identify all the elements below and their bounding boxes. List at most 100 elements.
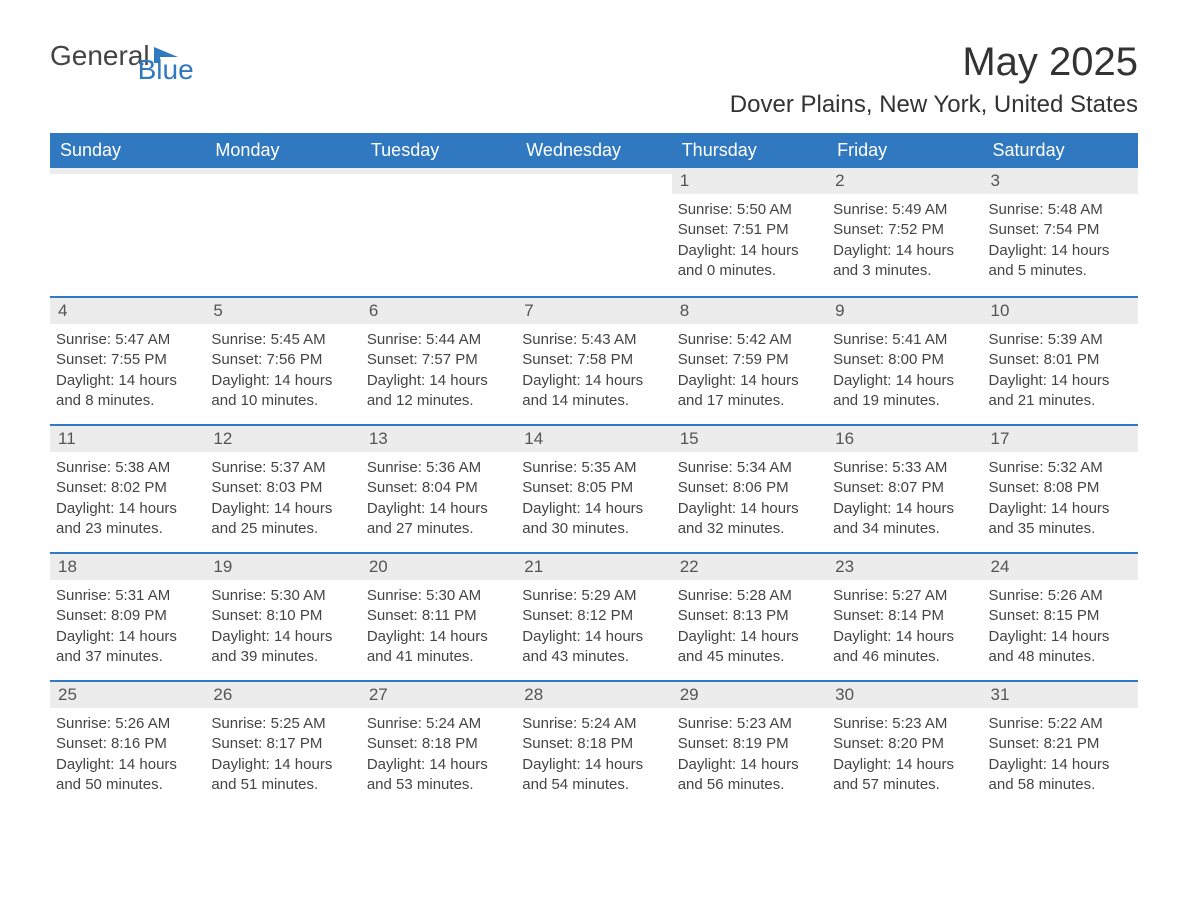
sunrise-text: Sunrise: 5:47 AM — [56, 330, 199, 350]
daylight-text-1: Daylight: 14 hours — [678, 755, 821, 775]
sunset-text: Sunset: 8:19 PM — [678, 734, 821, 754]
day-number: 7 — [516, 296, 671, 324]
week-row: 1Sunrise: 5:50 AMSunset: 7:51 PMDaylight… — [50, 168, 1138, 296]
day-cell: 6Sunrise: 5:44 AMSunset: 7:57 PMDaylight… — [361, 296, 516, 424]
day-cell: 15Sunrise: 5:34 AMSunset: 8:06 PMDayligh… — [672, 424, 827, 552]
daylight-text-1: Daylight: 14 hours — [211, 499, 354, 519]
day-cell: 11Sunrise: 5:38 AMSunset: 8:02 PMDayligh… — [50, 424, 205, 552]
sunset-text: Sunset: 7:59 PM — [678, 350, 821, 370]
day-number: 19 — [205, 552, 360, 580]
daylight-text-1: Daylight: 14 hours — [367, 371, 510, 391]
day-cell: 7Sunrise: 5:43 AMSunset: 7:58 PMDaylight… — [516, 296, 671, 424]
sunset-text: Sunset: 8:02 PM — [56, 478, 199, 498]
daylight-text-1: Daylight: 14 hours — [367, 627, 510, 647]
sunrise-text: Sunrise: 5:24 AM — [367, 714, 510, 734]
day-cell: 16Sunrise: 5:33 AMSunset: 8:07 PMDayligh… — [827, 424, 982, 552]
day-cell: 17Sunrise: 5:32 AMSunset: 8:08 PMDayligh… — [983, 424, 1138, 552]
daylight-text-2: and 12 minutes. — [367, 391, 510, 411]
sunrise-text: Sunrise: 5:33 AM — [833, 458, 976, 478]
sunset-text: Sunset: 8:21 PM — [989, 734, 1132, 754]
day-cell: 3Sunrise: 5:48 AMSunset: 7:54 PMDaylight… — [983, 168, 1138, 296]
daylight-text-1: Daylight: 14 hours — [833, 241, 976, 261]
sunset-text: Sunset: 8:06 PM — [678, 478, 821, 498]
daylight-text-2: and 32 minutes. — [678, 519, 821, 539]
daylight-text-2: and 34 minutes. — [833, 519, 976, 539]
day-cell: 26Sunrise: 5:25 AMSunset: 8:17 PMDayligh… — [205, 680, 360, 808]
daylight-text-1: Daylight: 14 hours — [989, 755, 1132, 775]
daylight-text-1: Daylight: 14 hours — [989, 241, 1132, 261]
sunrise-text: Sunrise: 5:30 AM — [211, 586, 354, 606]
day-details: Sunrise: 5:42 AMSunset: 7:59 PMDaylight:… — [672, 324, 827, 415]
week-row: 11Sunrise: 5:38 AMSunset: 8:02 PMDayligh… — [50, 424, 1138, 552]
daylight-text-1: Daylight: 14 hours — [522, 499, 665, 519]
day-details: Sunrise: 5:24 AMSunset: 8:18 PMDaylight:… — [516, 708, 671, 799]
daylight-text-2: and 45 minutes. — [678, 647, 821, 667]
daylight-text-1: Daylight: 14 hours — [367, 755, 510, 775]
daylight-text-2: and 35 minutes. — [989, 519, 1132, 539]
sunrise-text: Sunrise: 5:34 AM — [678, 458, 821, 478]
daylight-text-2: and 25 minutes. — [211, 519, 354, 539]
day-number: 25 — [50, 680, 205, 708]
sunrise-text: Sunrise: 5:43 AM — [522, 330, 665, 350]
sunset-text: Sunset: 8:01 PM — [989, 350, 1132, 370]
day-number: 10 — [983, 296, 1138, 324]
daylight-text-2: and 19 minutes. — [833, 391, 976, 411]
month-title: May 2025 — [962, 40, 1138, 85]
day-cell — [50, 168, 205, 296]
sunset-text: Sunset: 8:11 PM — [367, 606, 510, 626]
day-details: Sunrise: 5:23 AMSunset: 8:20 PMDaylight:… — [827, 708, 982, 799]
day-number: 5 — [205, 296, 360, 324]
day-cell: 29 Sunrise: 5:23 AMSunset: 8:19 PMDayligh… — [672, 680, 827, 808]
sunset-text: Sunset: 8:09 PM — [56, 606, 199, 626]
day-details: Sunrise: 5:25 AMSunset: 8:17 PMDaylight:… — [205, 708, 360, 799]
day-details: Sunrise: 5:27 AMSunset: 8:14 PMDaylight:… — [827, 580, 982, 671]
daylight-text-1: Daylight: 14 hours — [989, 499, 1132, 519]
location-title: Dover Plains, New York, United States — [50, 91, 1138, 119]
day-details: Sunrise: 5:45 AMSunset: 7:56 PMDaylight:… — [205, 324, 360, 415]
day-number: 31 — [983, 680, 1138, 708]
sunrise-text: Sunrise: 5:45 AM — [211, 330, 354, 350]
day-cell — [516, 168, 671, 296]
day-cell: 19Sunrise: 5:30 AMSunset: 8:10 PMDayligh… — [205, 552, 360, 680]
sunset-text: Sunset: 8:13 PM — [678, 606, 821, 626]
day-number — [205, 168, 360, 174]
day-number: 17 — [983, 424, 1138, 452]
weekday-header: Friday — [827, 133, 982, 168]
week-row: 18Sunrise: 5:31 AMSunset: 8:09 PMDayligh… — [50, 552, 1138, 680]
daylight-text-1: Daylight: 14 hours — [211, 627, 354, 647]
day-number: 13 — [361, 424, 516, 452]
sunset-text: Sunset: 8:07 PM — [833, 478, 976, 498]
day-number: 4 — [50, 296, 205, 324]
daylight-text-1: Daylight: 14 hours — [678, 371, 821, 391]
day-cell: 1Sunrise: 5:50 AMSunset: 7:51 PMDaylight… — [672, 168, 827, 296]
day-cell: 18Sunrise: 5:31 AMSunset: 8:09 PMDayligh… — [50, 552, 205, 680]
day-cell: 22Sunrise: 5:28 AMSunset: 8:13 PMDayligh… — [672, 552, 827, 680]
sunset-text: Sunset: 8:14 PM — [833, 606, 976, 626]
sunset-text: Sunset: 8:18 PM — [522, 734, 665, 754]
day-details: Sunrise: 5:26 AMSunset: 8:16 PMDaylight:… — [50, 708, 205, 799]
day-number: 15 — [672, 424, 827, 452]
sunrise-text: Sunrise: 5:28 AM — [678, 586, 821, 606]
daylight-text-1: Daylight: 14 hours — [367, 499, 510, 519]
sunrise-text: Sunrise: 5:48 AM — [989, 200, 1132, 220]
day-number: 20 — [361, 552, 516, 580]
day-number: 9 — [827, 296, 982, 324]
sunset-text: Sunset: 8:03 PM — [211, 478, 354, 498]
daylight-text-1: Daylight: 14 hours — [56, 755, 199, 775]
sunset-text: Sunset: 7:54 PM — [989, 220, 1132, 240]
sunrise-text: Sunrise: 5:26 AM — [989, 586, 1132, 606]
day-details: Sunrise: 5:44 AMSunset: 7:57 PMDaylight:… — [361, 324, 516, 415]
daylight-text-2: and 48 minutes. — [989, 647, 1132, 667]
day-number: 21 — [516, 552, 671, 580]
day-details: Sunrise: 5:22 AMSunset: 8:21 PMDaylight:… — [983, 708, 1138, 799]
daylight-text-1: Daylight: 14 hours — [678, 627, 821, 647]
daylight-text-1: Daylight: 14 hours — [833, 371, 976, 391]
day-number: 27 — [361, 680, 516, 708]
day-details: Sunrise: 5:35 AMSunset: 8:05 PMDaylight:… — [516, 452, 671, 543]
day-cell: 9Sunrise: 5:41 AMSunset: 8:00 PMDaylight… — [827, 296, 982, 424]
day-number: 29 — [672, 680, 827, 708]
day-details: Sunrise: 5:37 AMSunset: 8:03 PMDaylight:… — [205, 452, 360, 543]
daylight-text-1: Daylight: 14 hours — [211, 755, 354, 775]
sunset-text: Sunset: 8:17 PM — [211, 734, 354, 754]
sunrise-text: Sunrise: 5:23 AM — [678, 714, 821, 734]
